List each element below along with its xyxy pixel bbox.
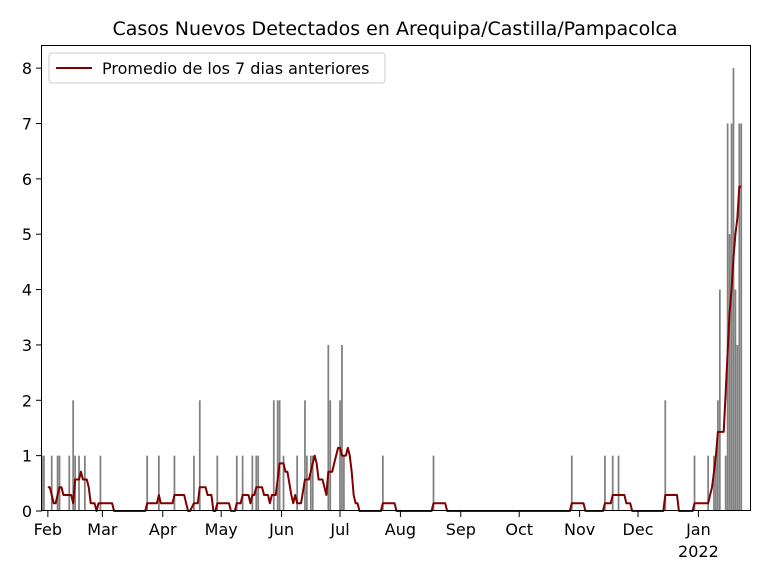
bar bbox=[43, 455, 45, 511]
bar bbox=[341, 344, 343, 511]
bar bbox=[718, 289, 721, 511]
bar bbox=[99, 455, 102, 511]
bar bbox=[740, 123, 743, 511]
bar bbox=[173, 455, 176, 511]
bar bbox=[309, 455, 312, 511]
bar bbox=[717, 400, 719, 511]
bar bbox=[570, 455, 573, 511]
y-tick-label: 1 bbox=[22, 447, 32, 466]
bar bbox=[707, 455, 710, 511]
bar bbox=[58, 455, 61, 511]
bar bbox=[738, 123, 741, 511]
bar bbox=[83, 455, 86, 511]
y-tick-label: 5 bbox=[22, 225, 32, 244]
bar bbox=[304, 400, 306, 511]
bar bbox=[72, 400, 75, 511]
bar bbox=[78, 455, 80, 511]
y-tick-label: 8 bbox=[22, 59, 32, 78]
bar bbox=[193, 455, 195, 511]
bar bbox=[728, 234, 731, 511]
chart-title: Casos Nuevos Detectados en Arequipa/Cast… bbox=[112, 18, 677, 40]
y-tick-label: 0 bbox=[22, 502, 32, 521]
bar bbox=[276, 400, 279, 511]
y-tick-label: 4 bbox=[22, 281, 32, 300]
x-tick-label: Nov bbox=[564, 520, 595, 539]
bar bbox=[198, 400, 201, 511]
bar bbox=[730, 123, 733, 511]
x-tick-label: Sep bbox=[446, 520, 476, 539]
bar bbox=[736, 344, 739, 511]
bar bbox=[327, 344, 330, 511]
y-tick-label: 3 bbox=[22, 336, 32, 355]
bar bbox=[68, 455, 71, 511]
bar-series bbox=[41, 68, 743, 511]
bar bbox=[216, 455, 219, 511]
bar bbox=[157, 455, 160, 511]
y-axis: 0 1 2 3 4 5 6 7 8 bbox=[22, 59, 42, 521]
x-axis: Feb Mar Apr May Jun Jul Aug Sep Oct Nov Dec Jan 2022 bbox=[34, 511, 719, 561]
bar bbox=[611, 455, 614, 511]
x-tick-label: Feb bbox=[34, 520, 62, 539]
bar bbox=[726, 123, 729, 511]
plot-frame bbox=[41, 45, 751, 511]
bar bbox=[241, 455, 244, 511]
x-tick-label: Apr bbox=[149, 520, 177, 539]
x-tick-label: Jan bbox=[685, 520, 711, 539]
bar bbox=[715, 455, 717, 511]
bar bbox=[50, 455, 53, 511]
bar bbox=[432, 455, 435, 511]
bar bbox=[339, 400, 341, 511]
x-tick-label: Jul bbox=[329, 520, 349, 539]
bar bbox=[282, 455, 285, 511]
bar bbox=[306, 455, 308, 511]
bar bbox=[604, 455, 606, 511]
bar bbox=[724, 455, 727, 511]
bar bbox=[296, 455, 299, 511]
y-tick-label: 6 bbox=[22, 170, 32, 189]
legend-label: Promedio de los 7 dias anteriores bbox=[102, 59, 369, 78]
x-tick-label: Jun bbox=[268, 520, 294, 539]
bar bbox=[56, 455, 59, 511]
x-tick-label: Dec bbox=[623, 520, 654, 539]
bar bbox=[311, 455, 314, 511]
bar bbox=[732, 68, 735, 511]
bar bbox=[664, 400, 667, 511]
x-tick-label: Mar bbox=[87, 520, 118, 539]
bar bbox=[713, 455, 715, 511]
line-series-layer bbox=[47, 185, 742, 512]
bar bbox=[235, 455, 238, 511]
y-tick-label: 7 bbox=[22, 115, 32, 134]
x-tick-label: May bbox=[205, 520, 238, 539]
bar bbox=[343, 455, 345, 511]
bar bbox=[257, 455, 260, 511]
bar bbox=[251, 455, 254, 511]
x-tick-label: Oct bbox=[505, 520, 533, 539]
moving-average-line bbox=[47, 185, 742, 512]
bar bbox=[278, 400, 281, 511]
legend: Promedio de los 7 dias anteriores bbox=[48, 52, 386, 84]
bar bbox=[146, 455, 149, 511]
y-tick-label: 2 bbox=[22, 391, 32, 410]
bar bbox=[617, 455, 620, 511]
bar bbox=[329, 400, 332, 511]
bar bbox=[734, 289, 737, 511]
x-tick-year-label: 2022 bbox=[678, 542, 719, 561]
bar bbox=[693, 455, 696, 511]
bar bbox=[255, 455, 258, 511]
bar bbox=[381, 455, 384, 511]
x-tick-label: Aug bbox=[385, 520, 416, 539]
bar bbox=[272, 400, 275, 511]
legend-box bbox=[48, 52, 386, 84]
